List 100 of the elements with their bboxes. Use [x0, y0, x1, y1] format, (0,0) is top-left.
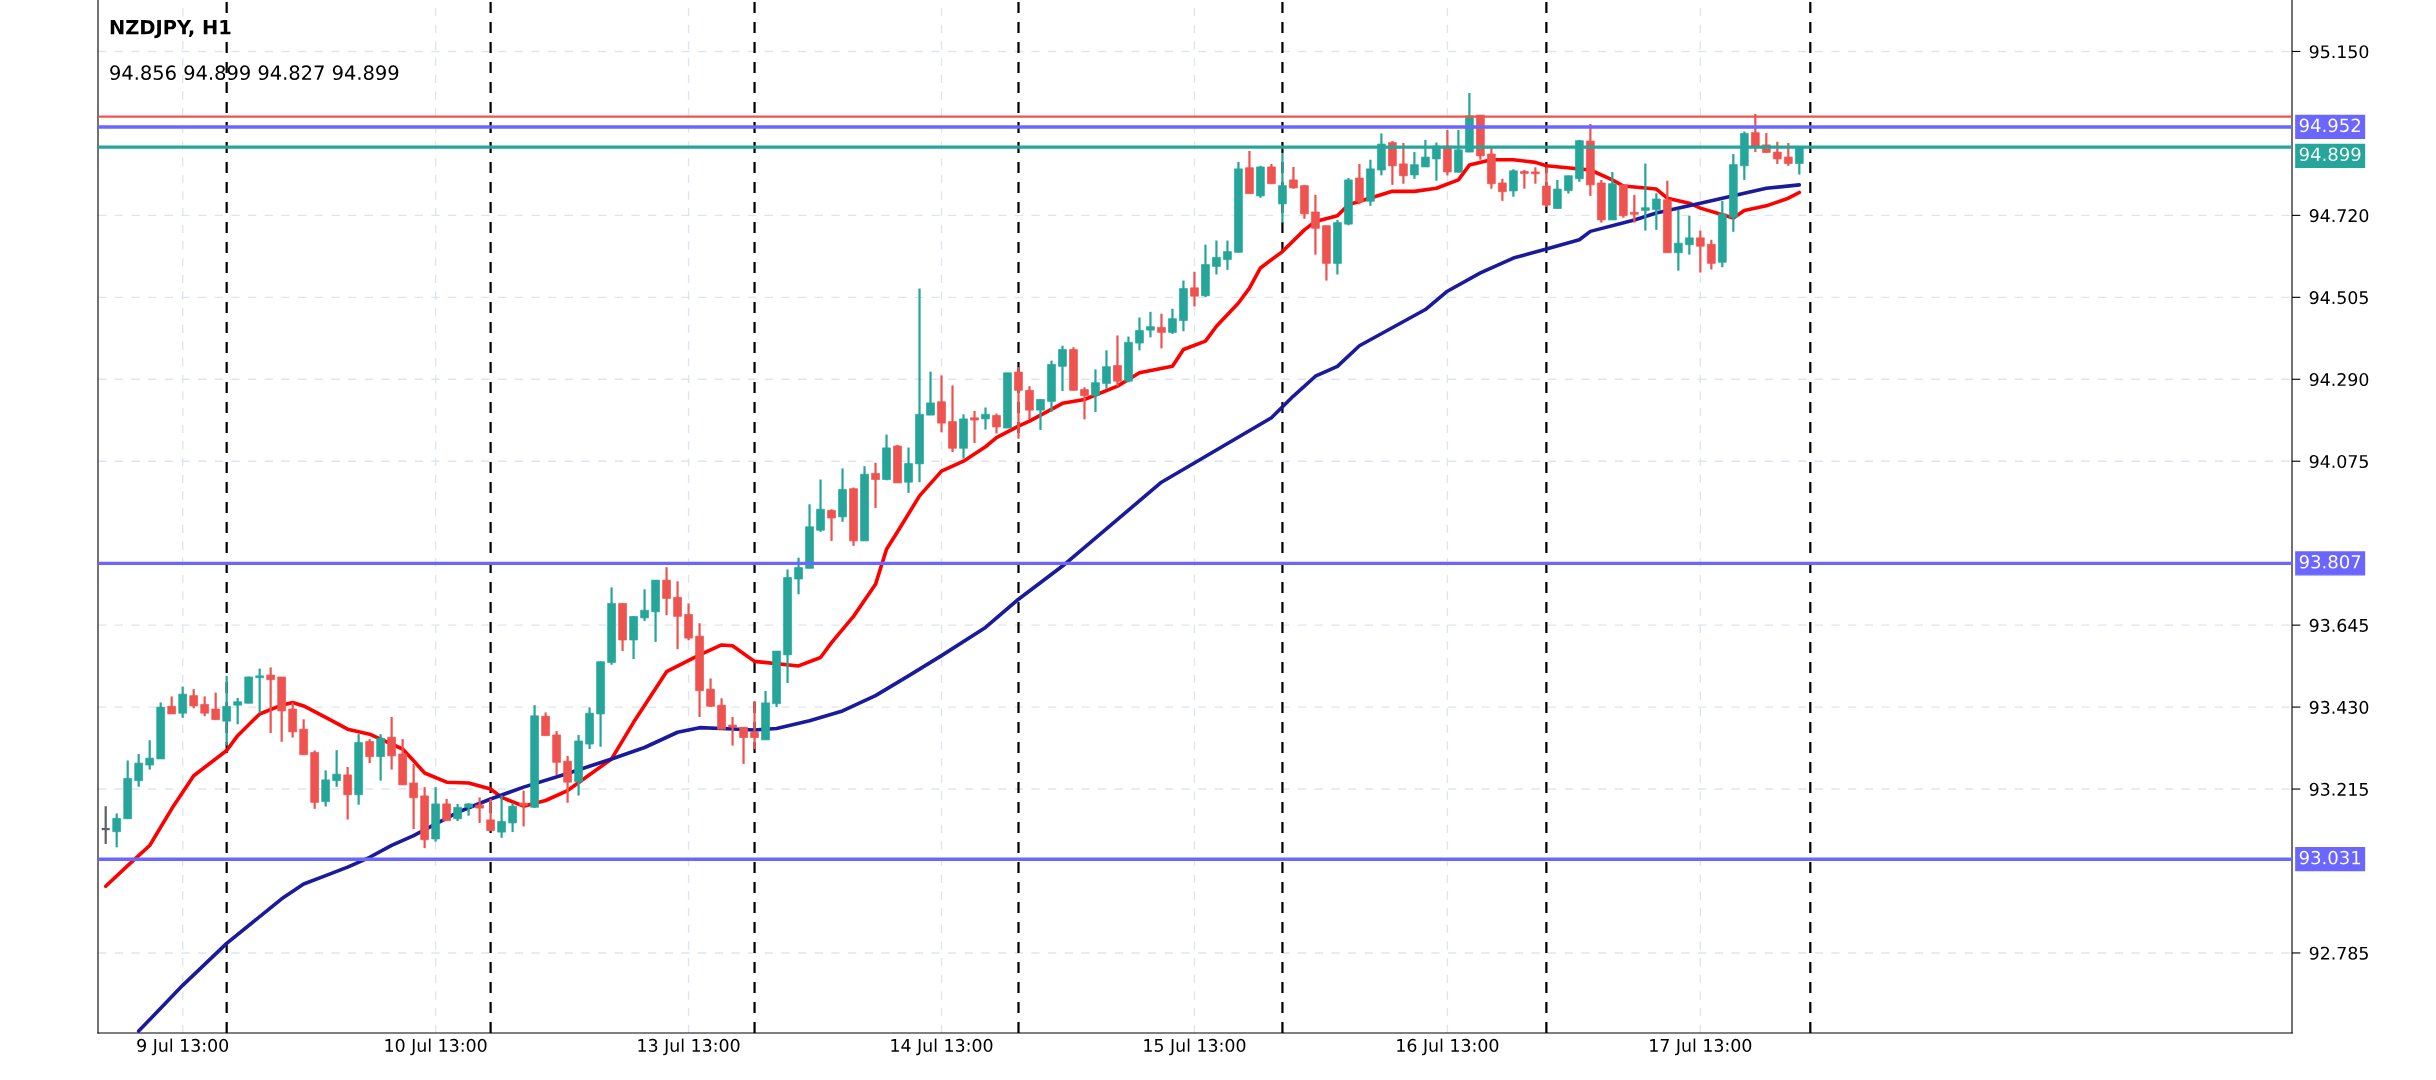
x-tick-label: 9 Jul 13:00: [137, 1038, 229, 1056]
candlestick: [134, 752, 143, 788]
candlestick: [1542, 166, 1551, 209]
candlestick: [1267, 162, 1276, 185]
candlestick: [189, 688, 198, 710]
y-tick-label: 93.215: [2309, 782, 2368, 796]
candlestick: [673, 580, 682, 651]
candlestick: [541, 711, 550, 737]
x-tick-label: 13 Jul 13:00: [638, 1038, 740, 1056]
x-tick-label: 16 Jul 13:00: [1397, 1038, 1499, 1056]
candlestick: [827, 508, 836, 543]
candlestick: [1036, 398, 1045, 432]
candlestick: [255, 667, 264, 715]
candlestick: [904, 446, 913, 494]
candlestick: [1641, 162, 1650, 232]
candlestick: [750, 699, 759, 751]
candlestick: [409, 762, 418, 831]
y-tick-label: 94.075: [2309, 454, 2368, 469]
candlestick: [1146, 310, 1155, 339]
candlestick: [1498, 177, 1507, 202]
candlestick: [970, 409, 979, 445]
candlestick: [112, 812, 121, 849]
candlestick: [1311, 193, 1320, 256]
candlestick: [1102, 349, 1111, 390]
candlestick: [640, 588, 649, 623]
candlestick: [1212, 239, 1221, 276]
candlestick: [1278, 151, 1287, 224]
candlestick: [794, 556, 803, 596]
candlestick: [739, 726, 748, 765]
y-tick-label: 92.785: [2309, 946, 2368, 960]
candlestick: [486, 797, 495, 832]
candlestick: [233, 696, 242, 726]
candlestick: [343, 765, 352, 821]
candlestick: [497, 794, 506, 839]
candlestick: [288, 701, 297, 739]
ref-line-label: 93.031: [2299, 850, 2361, 865]
x-tick-label: 10 Jul 13:00: [385, 1038, 487, 1056]
candlestick: [981, 406, 990, 431]
candlestick: [1553, 178, 1562, 210]
candlestick: [1685, 214, 1694, 256]
candlestick: [1091, 368, 1100, 414]
candlestick: [365, 738, 374, 765]
candlestick: [1135, 316, 1144, 352]
candlestick: [1652, 192, 1661, 231]
line-series: [103, 157, 1802, 889]
ref-line-label: 93.807: [2299, 554, 2361, 569]
candlestick: [1520, 168, 1529, 190]
x-tick-label: 17 Jul 13:00: [1650, 1038, 1752, 1056]
candlestick: [1773, 140, 1782, 166]
candlestick: [387, 715, 396, 771]
candlestick: [376, 733, 385, 782]
candlestick: [1355, 162, 1364, 206]
candlestick: [519, 789, 528, 828]
candlestick: [662, 566, 671, 617]
candlestick: [1080, 386, 1089, 421]
candlestick: [728, 715, 737, 747]
candlestick: [1168, 307, 1177, 336]
candlestick: [211, 691, 220, 721]
y-tick-label: 94.290: [2309, 372, 2369, 387]
candlestick: [1410, 150, 1419, 180]
x-tick-label: 15 Jul 13:00: [1144, 1038, 1246, 1056]
candlestick: [1289, 165, 1298, 190]
y-tick-label: 94.720: [2309, 209, 2369, 223]
text: NZDJPY, H1: [110, 20, 231, 39]
candlestick: [1784, 141, 1793, 167]
candlestick: [1696, 229, 1705, 274]
candlestick: [684, 602, 693, 642]
ref-line-label: 94.952: [2299, 118, 2360, 133]
y-tick-label: 93.430: [2309, 700, 2369, 714]
candlestick: [266, 666, 275, 735]
candlestick: [442, 797, 451, 822]
candlestick: [629, 614, 638, 661]
candlestick: [1025, 385, 1034, 421]
candlestick: [1674, 208, 1683, 272]
candlestick: [871, 461, 880, 510]
ref-line-label: 94.899: [2299, 147, 2361, 162]
y-tick-label: 94.505: [2309, 291, 2368, 305]
candlestick: [563, 754, 572, 804]
candlestick: [1223, 239, 1232, 271]
candlestick: [816, 478, 825, 533]
candlestick: [926, 370, 935, 417]
candlestick: [475, 796, 484, 825]
candlestick: [992, 412, 1001, 435]
y-tick-label: 95.150: [2309, 45, 2369, 59]
candlestick: [1014, 365, 1023, 440]
candlestick: [1630, 193, 1639, 224]
candlestick: [1509, 168, 1518, 198]
candlestick: [200, 695, 209, 718]
candlestick: [321, 769, 330, 808]
candlestick: [1113, 334, 1122, 388]
candlestick: [937, 374, 946, 434]
x-tick-label: 14 Jul 13:00: [891, 1038, 993, 1056]
candlestick: [1707, 238, 1716, 271]
candlestick: [1157, 312, 1166, 350]
candlestick: [1399, 141, 1408, 185]
candlestick: [145, 739, 154, 771]
candlestick: [332, 749, 341, 788]
text: 94.856 94.899 94.827 94.899: [110, 65, 399, 81]
candlestick: [1058, 344, 1067, 393]
candlestick: [1190, 270, 1199, 308]
